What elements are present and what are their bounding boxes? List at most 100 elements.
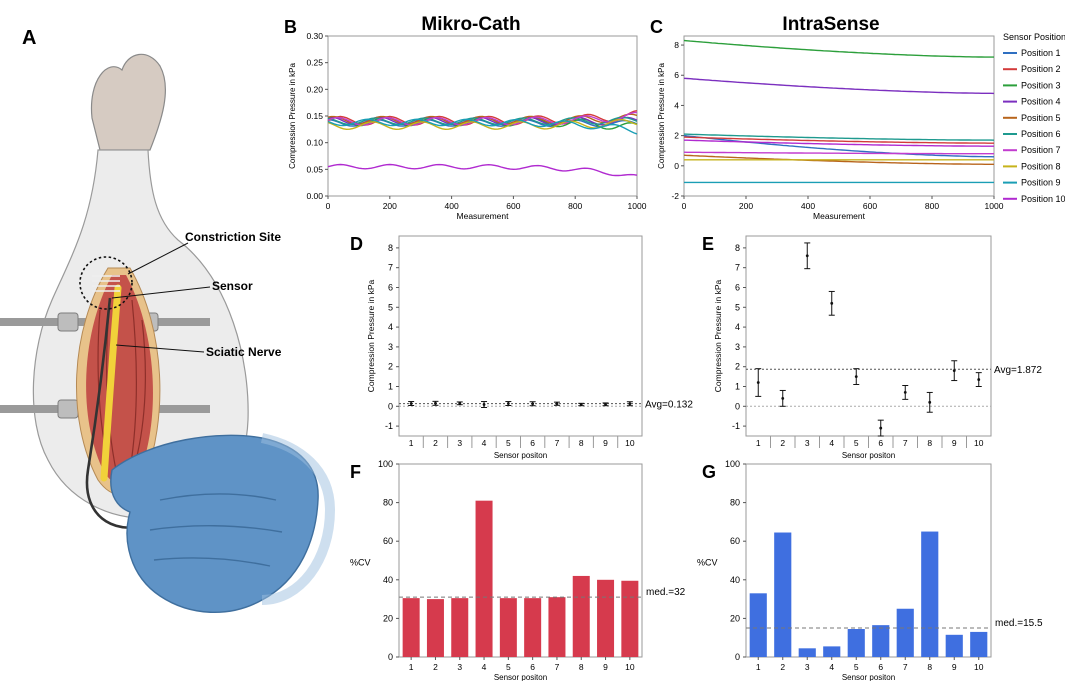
y-tick-label: 0: [735, 401, 740, 411]
y-tick-label: 5: [735, 302, 740, 312]
y-axis-label: Compression Pressure in kPa: [657, 63, 666, 169]
bar-1: [749, 593, 767, 657]
x-tick-label: 7: [555, 662, 560, 672]
bar-7: [896, 608, 914, 657]
constriction-circle: [79, 256, 133, 310]
y-tick-label: 8: [674, 40, 679, 50]
series-line-4: [683, 77, 995, 95]
column-title-right: IntraSense: [782, 14, 879, 35]
mean-point: [555, 402, 559, 406]
label-sciatic-nerve: Sciatic Nerve: [206, 345, 282, 359]
x-tick-label: 200: [383, 201, 397, 211]
y-tick-label: 0.20: [306, 84, 323, 94]
x-tick-label: 6: [530, 438, 535, 448]
label-constriction-site: Constriction Site: [185, 230, 281, 244]
bar-4: [823, 646, 841, 657]
legend-entry-3: Position 3: [1021, 80, 1061, 90]
y-tick-label: 5: [388, 302, 393, 312]
y-axis-label: Compression Pressure in kPa: [288, 63, 297, 169]
series-line-10: [327, 163, 638, 177]
x-tick-label: 4: [482, 438, 487, 448]
x-tick-label: 9: [603, 662, 608, 672]
mean-point: [879, 426, 883, 430]
series-line-7: [327, 111, 638, 126]
y-tick-label: 100: [378, 459, 393, 469]
plot-frame-e: [745, 235, 992, 437]
x-tick-label: 3: [805, 438, 810, 448]
y-tick-label: 6: [674, 70, 679, 80]
bar-8: [572, 575, 590, 657]
legend-entry-4: Position 4: [1021, 97, 1061, 107]
median-label: med.=15.5: [995, 618, 1043, 629]
y-tick-label: 8: [735, 243, 740, 253]
y-tick-label: 0.30: [306, 31, 323, 41]
y-tick-label: 20: [730, 613, 740, 623]
y-tick-label: 80: [730, 498, 740, 508]
leader-sensor: [111, 286, 211, 299]
bar-4: [475, 500, 493, 657]
y-tick-label: 80: [383, 498, 393, 508]
mean-point: [830, 301, 834, 305]
x-tick-label: 9: [952, 438, 957, 448]
x-tick-label: 2: [433, 438, 438, 448]
y-axis-label: %CV: [350, 558, 371, 568]
y-tick-label: 0.05: [306, 164, 323, 174]
chart-d: -1 0 1 2 3 4 5 6 7 8 1 2 3 4 5 6 7 8 9 10 Sensor positon Comp…: [366, 235, 693, 460]
series-line-6: [683, 133, 995, 141]
series-line-10: [684, 139, 994, 147]
panel-letter-g: G: [702, 462, 716, 482]
mean-point: [604, 402, 607, 406]
y-tick-label: 7: [388, 263, 393, 273]
x-axis-label: Sensor positon: [494, 673, 547, 681]
bar-8: [921, 531, 939, 657]
x-tick-label: 6: [878, 438, 883, 448]
mean-point: [854, 375, 858, 378]
y-tick-label: 40: [730, 575, 740, 585]
x-tick-label: 2: [433, 662, 438, 672]
clamp-left-lower: [57, 399, 79, 419]
leader-constriction: [127, 242, 189, 275]
mean-point: [977, 378, 981, 381]
x-tick-label: 0: [326, 201, 331, 211]
series-line-3: [683, 39, 994, 58]
x-tick-label: 800: [925, 201, 939, 211]
x-tick-label: 7: [555, 438, 560, 448]
legend-entry-8: Position 8: [1021, 161, 1061, 171]
x-tick-label: 10: [974, 438, 984, 448]
panel-letter-b: B: [284, 17, 297, 37]
x-tick-label: 8: [927, 438, 932, 448]
y-tick-label: 0.15: [306, 111, 323, 121]
y-tick-label: -1: [732, 421, 740, 431]
y-tick-label: 6: [735, 282, 740, 292]
x-tick-label: 1: [409, 438, 414, 448]
y-tick-label: 8: [388, 243, 393, 253]
mean-point: [756, 381, 760, 384]
mean-point: [506, 402, 510, 405]
bar-10: [621, 580, 639, 657]
series-line-8: [327, 118, 638, 131]
x-tick-label: 10: [625, 662, 635, 672]
y-tick-label: 40: [383, 575, 393, 585]
bar-1: [402, 598, 420, 657]
x-tick-label: 6: [530, 662, 535, 672]
foot-shape: [90, 53, 166, 151]
x-axis-label: Measurement: [457, 211, 510, 221]
x-tick-label: 200: [739, 201, 753, 211]
x-tick-label: 4: [829, 438, 834, 448]
x-tick-label: 1: [756, 438, 761, 448]
y-tick-label: 7: [735, 263, 740, 273]
x-axis-label: Sensor positon: [494, 451, 547, 460]
mean-point: [482, 403, 486, 406]
legend-entry-9: Position 9: [1021, 178, 1061, 188]
legend-entry-5: Position 5: [1021, 113, 1061, 123]
y-tick-label: -2: [671, 191, 679, 201]
bar-9: [945, 634, 963, 657]
x-tick-label: 9: [952, 662, 957, 672]
mean-point: [781, 396, 785, 400]
bar-6: [872, 625, 890, 657]
series-line-9: [327, 118, 638, 135]
label-sensor: Sensor: [212, 279, 253, 293]
chart-g: 0 20 40 60 80 100 %CV 1 2 3 4 5 6 7 8 9 10 Sensor positon…: [697, 459, 1043, 681]
clamp-left-upper: [57, 312, 79, 332]
x-tick-label: 8: [579, 438, 584, 448]
